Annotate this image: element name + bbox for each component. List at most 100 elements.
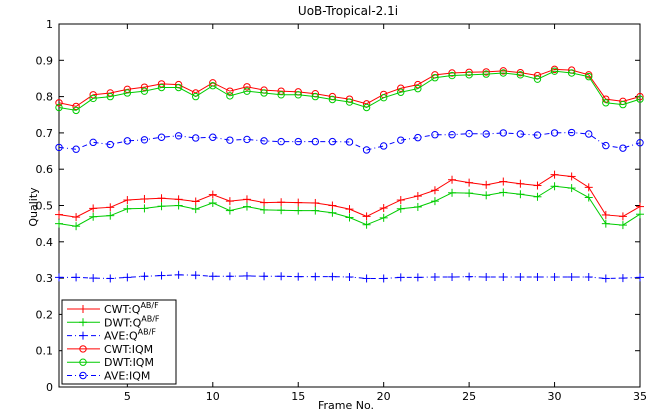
data-point [242,195,251,204]
data-point [431,74,439,82]
data-point [636,95,644,103]
data-point [277,198,286,207]
data-point [636,202,644,211]
y-tick-label: 0.5 [36,200,54,213]
data-point [106,203,115,212]
legend-superscript: AB/F [138,328,157,337]
legend-marker [79,371,87,380]
data-point [516,71,525,79]
data-point [362,146,371,154]
data-point [174,132,183,140]
data-point [584,183,593,192]
data-point [499,177,508,186]
data-point [516,130,525,138]
data-point [89,212,98,221]
data-point [260,137,268,145]
data-point [55,273,63,282]
data-point [157,133,166,141]
data-point [448,273,457,282]
data-point [533,181,542,190]
data-point [362,274,371,283]
legend-marker [79,318,87,327]
data-point [618,274,627,283]
data-point [226,136,234,144]
data-point [328,137,337,146]
data-point [140,87,149,95]
data-point [465,129,473,138]
data-point [413,273,422,282]
data-point [584,193,593,202]
data-point [191,271,200,280]
series-line [58,132,641,151]
data-point [533,131,542,139]
data-point [123,273,132,282]
x-tick-label: 30 [548,390,562,403]
data-point [260,89,268,97]
y-tick-label: 0.3 [36,272,54,285]
data-point [533,273,542,282]
data-point [294,137,302,146]
chart-title: UoB-Tropical-2.1i [298,4,398,18]
data-point [396,196,405,205]
data-point [379,213,388,222]
data-point [379,93,388,102]
data-point [362,212,371,221]
series-6 [55,128,644,154]
data-point [226,87,234,95]
data-point [225,206,234,215]
data-point [567,172,576,181]
data-point [431,131,439,139]
data-point [89,94,97,103]
legend-box [61,299,177,385]
data-point [72,145,80,153]
series-5 [55,67,644,115]
y-tick-label: 0 [46,381,53,394]
data-point [430,197,439,206]
data-point [379,142,388,150]
data-point [277,137,285,146]
data-point [362,220,371,229]
data-point [567,69,576,77]
data-point [140,204,149,213]
data-point [294,91,302,99]
data-point [550,273,559,282]
data-point [430,273,439,282]
data-point [396,204,405,213]
data-point [106,140,114,149]
data-point [140,83,149,91]
data-point [465,178,474,187]
data-point [277,206,286,215]
data-point [106,92,114,101]
data-point [516,273,525,282]
data-point [106,274,115,283]
data-point [55,219,63,228]
legend-superscript: AB/F [140,301,159,310]
legend-label: AVE:IQM [104,370,150,383]
data-point [294,198,303,207]
data-point [345,213,354,222]
data-point [636,139,644,147]
data-point [226,92,234,100]
data-point [106,211,115,220]
x-tick-label: 25 [462,390,476,403]
legend-label: DWT:IQM [104,356,154,369]
data-point [550,170,559,179]
data-point [499,273,508,282]
data-point [397,84,405,92]
legend-label: CWT:IQM [104,343,153,356]
data-point [550,67,559,75]
x-tick-label: 20 [377,390,391,403]
data-point [533,192,542,201]
x-axis-title: Frame No. [318,399,374,412]
data-point [345,98,354,106]
data-point [174,83,183,92]
legend-marker [79,358,87,366]
data-point [243,87,251,95]
data-point [328,95,337,104]
data-point [174,201,183,210]
data-point [208,190,217,199]
data-point [499,67,507,75]
data-point [516,68,525,77]
data-point [516,190,525,199]
data-point [413,192,422,201]
